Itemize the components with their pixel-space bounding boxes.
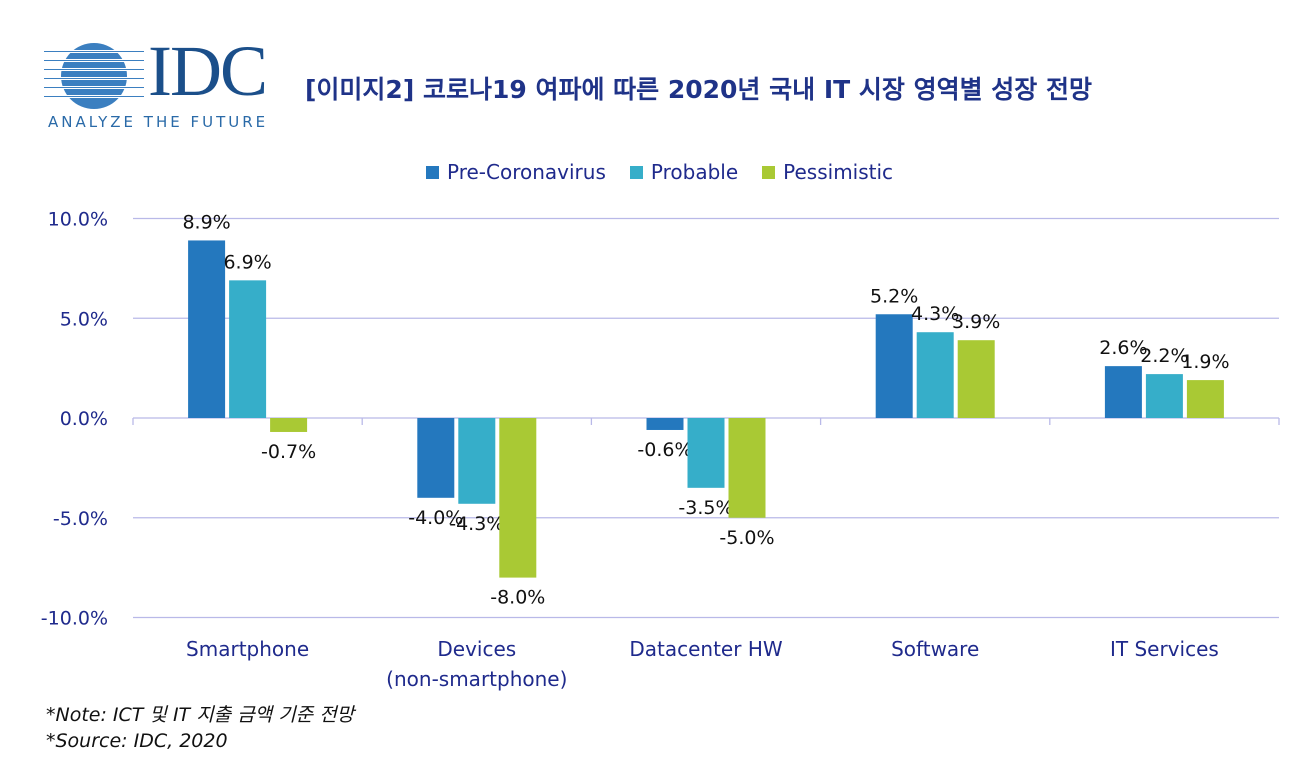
bar-pre-coronavirus <box>417 418 455 498</box>
legend-swatch <box>426 165 439 179</box>
bar-pessimistic <box>957 340 995 418</box>
data-label: 1.9% <box>1181 351 1229 373</box>
x-category-label: IT Services <box>1110 637 1219 661</box>
data-label: 6.9% <box>223 251 271 273</box>
y-tick-label: 0.0% <box>60 408 108 430</box>
y-tick-label: 10.0% <box>48 209 108 231</box>
bar-pre-coronavirus <box>188 240 226 418</box>
legend-item-probable: Probable <box>629 160 739 184</box>
data-label: 8.9% <box>182 211 230 233</box>
bar-pessimistic <box>270 418 308 432</box>
data-label: 3.9% <box>952 311 1000 333</box>
chart-title: [이미지2] 코로나19 여파에 따른 2020년 국내 IT 시장 영역별 성… <box>305 75 1093 104</box>
legend-label: Pessimistic <box>783 160 894 184</box>
legend-swatch <box>762 165 776 179</box>
idc-logo <box>44 40 144 116</box>
data-label: -3.5% <box>678 497 733 519</box>
legend-label: Probable <box>650 160 739 184</box>
logo-text: IDC <box>148 31 268 111</box>
globe-icon <box>44 43 144 109</box>
data-label: 4.3% <box>911 303 959 325</box>
data-label: 5.2% <box>870 285 918 307</box>
data-label: 2.6% <box>1099 337 1147 359</box>
y-tick-label: 5.0% <box>60 308 108 330</box>
x-category-label: Devices <box>437 637 516 661</box>
bar-probable <box>1145 374 1183 418</box>
source-text: *Source: IDC, 2020 <box>46 730 228 752</box>
x-category-label: Smartphone <box>186 637 309 661</box>
legend-label: Pre-Coronavirus <box>447 160 606 184</box>
data-label: -0.6% <box>637 439 692 461</box>
bar-probable <box>916 332 954 418</box>
data-label: -4.0% <box>408 507 463 529</box>
x-category-label: Software <box>891 637 979 661</box>
logo-tagline: ANALYZE THE FUTURE <box>48 113 269 131</box>
bar-pessimistic <box>728 418 766 518</box>
bar-probable <box>687 418 725 488</box>
y-tick-label: -10.0% <box>41 608 108 630</box>
legend: Pre-Coronavirus Probable Pessimistic <box>426 160 893 184</box>
x-category-label: Datacenter HW <box>629 637 782 661</box>
bar-pessimistic <box>499 418 537 578</box>
bar-pre-coronavirus <box>646 418 684 430</box>
legend-swatch <box>629 165 643 179</box>
bar-pre-coronavirus <box>1104 366 1142 418</box>
bar-probable <box>458 418 496 504</box>
legend-item-pre-coronavirus: Pre-Coronavirus <box>426 160 606 184</box>
bar-pre-coronavirus <box>875 314 913 418</box>
x-category-label: (non-smartphone) <box>386 667 567 691</box>
data-label: -4.3% <box>449 513 504 535</box>
data-label: -5.0% <box>719 527 774 549</box>
y-tick-label: -5.0% <box>53 508 108 530</box>
data-label: -8.0% <box>490 587 545 609</box>
legend-item-pessimistic: Pessimistic <box>762 160 893 184</box>
footnotes: *Note: ICT 및 IT 지출 금액 기준 전망 *Source: IDC… <box>46 702 354 754</box>
note-text: *Note: ICT 및 IT 지출 금액 기준 전망 <box>46 704 355 726</box>
bar-pessimistic <box>1186 380 1224 418</box>
data-label: -0.7% <box>261 441 316 463</box>
bar-probable <box>229 280 267 418</box>
data-label: 2.2% <box>1140 345 1188 367</box>
